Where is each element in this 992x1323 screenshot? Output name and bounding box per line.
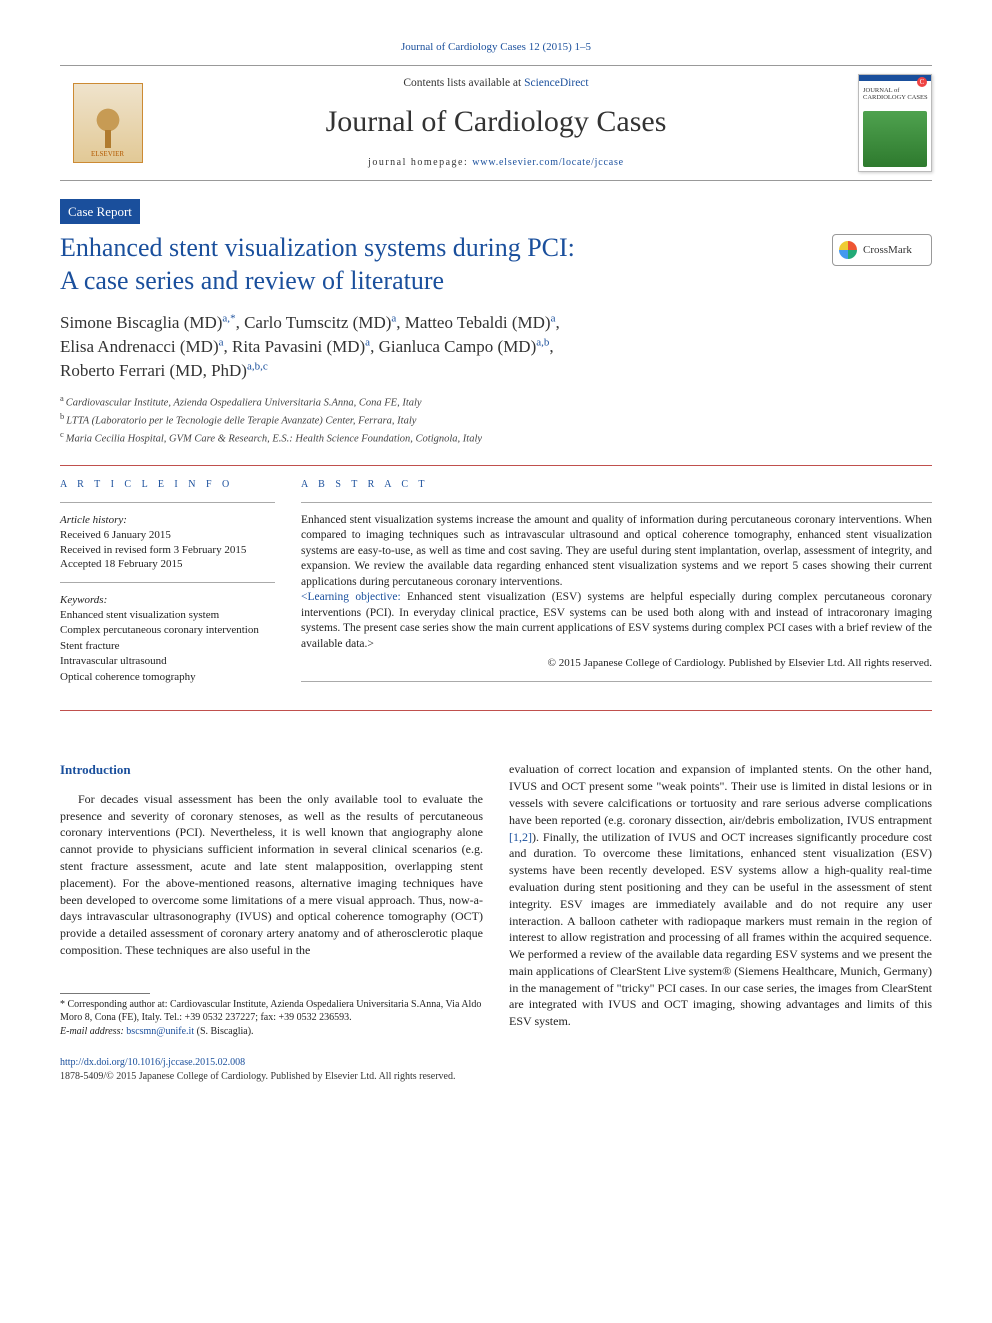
email-suffix: (S. Biscaglia). <box>194 1026 253 1037</box>
title-line-2: A case series and review of literature <box>60 266 444 295</box>
intro-paragraph-left: For decades visual assessment has been t… <box>60 791 483 959</box>
article-type-badge: Case Report <box>60 199 140 225</box>
intro-right-a: evaluation of correct location and expan… <box>509 762 932 826</box>
abstract-body: Enhanced stent visualization systems inc… <box>301 513 932 653</box>
divider <box>301 681 932 682</box>
abstract-copyright: © 2015 Japanese College of Cardiology. P… <box>301 656 932 671</box>
journal-homepage-line: journal homepage: www.elsevier.com/locat… <box>155 156 837 170</box>
publisher-name: ELSEVIER <box>91 150 124 159</box>
authors-list: Simone Biscaglia (MD)a,*, Carlo Tumscitz… <box>60 311 932 382</box>
corresponding-author-footnote: * Corresponding author at: Cardiovascula… <box>60 998 483 1025</box>
article-title: Enhanced stent visualization systems dur… <box>60 232 812 297</box>
body-columns: Introduction For decades visual assessme… <box>60 761 932 1038</box>
homepage-prefix: journal homepage: <box>368 157 472 168</box>
elsevier-tree-icon: ELSEVIER <box>73 83 143 163</box>
journal-cover-thumbnail: C JOURNAL of CARDIOLOGY CASES <box>858 74 932 172</box>
footnote-separator <box>60 993 150 994</box>
sciencedirect-link[interactable]: ScienceDirect <box>524 77 589 89</box>
title-line-1: Enhanced stent visualization systems dur… <box>60 233 575 262</box>
cover-badge-icon: C <box>917 77 927 87</box>
email-label: E-mail address: <box>60 1026 126 1037</box>
journal-homepage-link[interactable]: www.elsevier.com/locate/jccase <box>472 157 624 168</box>
article-info-heading: A R T I C L E I N F O <box>60 478 275 492</box>
article-info-column: A R T I C L E I N F O Article history: R… <box>60 478 275 692</box>
abstract-heading: A B S T R A C T <box>301 478 932 492</box>
issn-copyright-line: 1878-5409/© 2015 Japanese College of Car… <box>60 1070 932 1084</box>
divider <box>60 502 275 503</box>
keywords-list: Enhanced stent visualization systemCompl… <box>60 608 275 685</box>
intro-paragraph-right: evaluation of correct location and expan… <box>509 761 932 1030</box>
intro-right-b: ). Finally, the utilization of IVUS and … <box>509 830 932 1029</box>
corresponding-text: * Corresponding author at: Cardiovascula… <box>60 999 481 1024</box>
keywords-label: Keywords: <box>60 593 275 608</box>
abstract-column: A B S T R A C T Enhanced stent visualiza… <box>301 478 932 692</box>
publisher-logo-block: ELSEVIER <box>60 83 155 163</box>
divider <box>301 502 932 503</box>
corresponding-email-link[interactable]: bscsmn@unife.it <box>126 1026 194 1037</box>
divider <box>60 710 932 711</box>
citation-link[interactable]: [1,2] <box>509 830 532 844</box>
citation-header[interactable]: Journal of Cardiology Cases 12 (2015) 1–… <box>60 40 932 55</box>
affiliations-list: aCardiovascular Institute, Azienda Osped… <box>60 393 932 448</box>
doi-link[interactable]: http://dx.doi.org/10.1016/j.jccase.2015.… <box>60 1056 932 1070</box>
divider <box>60 465 932 466</box>
history-lines: Received 6 January 2015Received in revis… <box>60 528 275 573</box>
journal-title: Journal of Cardiology Cases <box>155 102 837 143</box>
crossmark-label: CrossMark <box>863 243 912 258</box>
history-label: Article history: <box>60 513 275 528</box>
divider <box>60 582 275 583</box>
cover-title: JOURNAL of CARDIOLOGY CASES <box>863 87 931 101</box>
email-footnote: E-mail address: bscsmn@unife.it (S. Bisc… <box>60 1025 483 1039</box>
contents-prefix: Contents lists available at <box>403 77 524 89</box>
introduction-heading: Introduction <box>60 761 483 779</box>
contents-lists-line: Contents lists available at ScienceDirec… <box>155 76 837 92</box>
abstract-main: Enhanced stent visualization systems inc… <box>301 514 932 588</box>
crossmark-button[interactable]: CrossMark <box>832 234 932 266</box>
learning-objective-label: <Learning objective: <box>301 591 401 603</box>
masthead: ELSEVIER Contents lists available at Sci… <box>60 65 932 181</box>
crossmark-icon <box>839 241 857 259</box>
